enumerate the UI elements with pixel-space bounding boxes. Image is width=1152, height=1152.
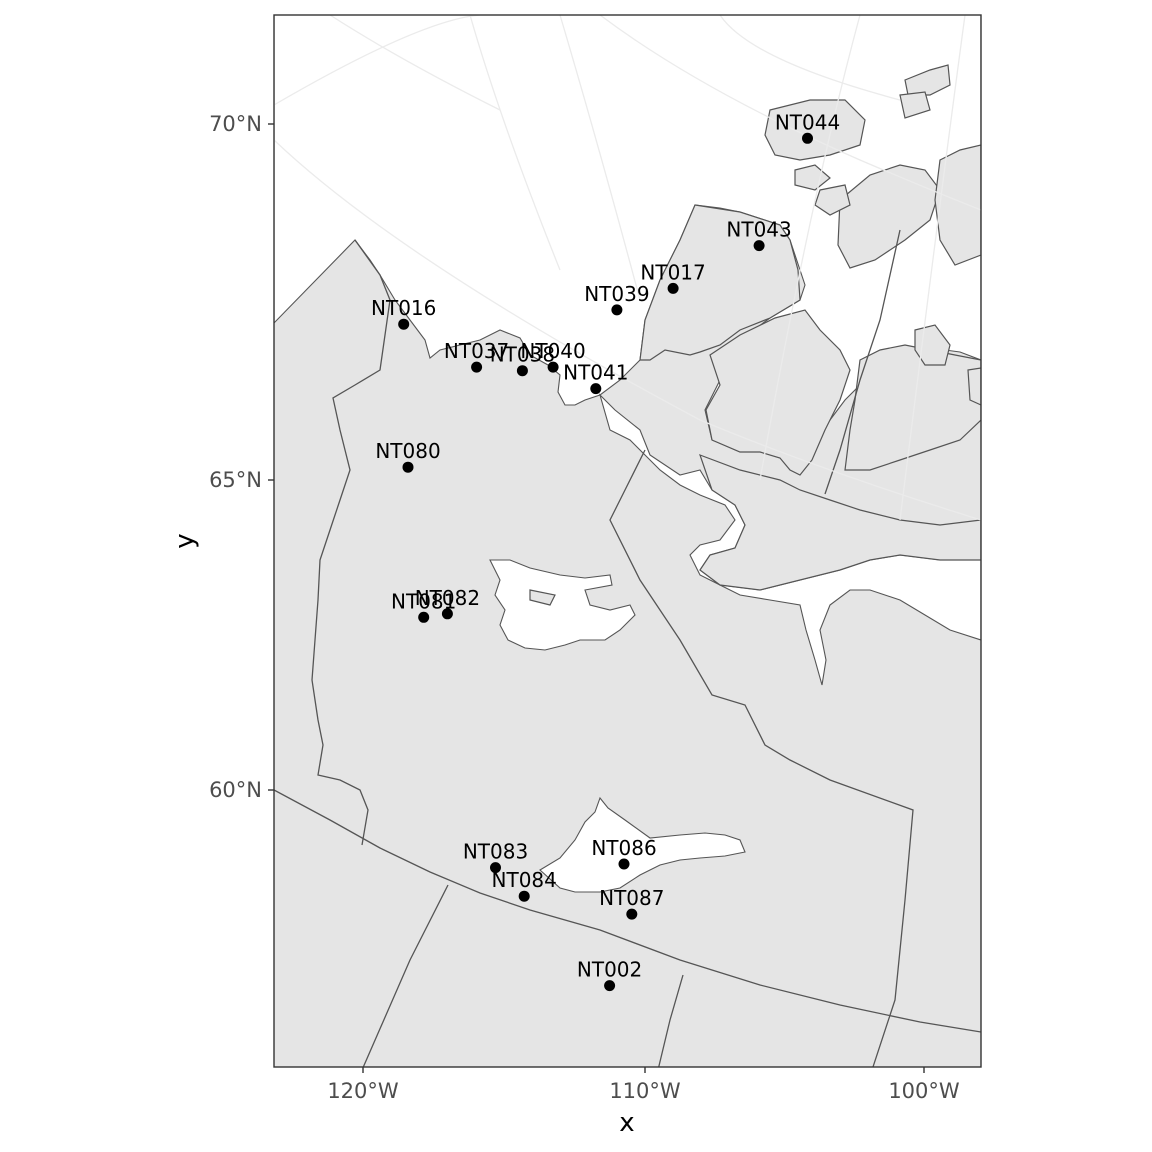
station-point: [611, 304, 623, 316]
station-nt083: NT083: [463, 840, 528, 874]
island-ne-2: [837, 164, 941, 269]
station-point: [518, 890, 530, 902]
station-point: [802, 132, 813, 144]
station-nt080: NT080: [375, 439, 441, 473]
station-label: NT087: [599, 886, 664, 910]
station-point: [667, 282, 679, 294]
station-nt087: NT087: [599, 886, 664, 920]
station-label: NT039: [584, 282, 649, 306]
territory-boundary-nunavut: [609, 449, 914, 1067]
great-bear-lake-island: [529, 589, 556, 606]
station-label: NT040: [520, 339, 585, 363]
province-boundary-1: [362, 884, 449, 1067]
island-ne-6: [814, 184, 851, 216]
station-label: NT037: [444, 339, 509, 363]
y-axis: 70°N 65°N 60°N: [209, 112, 274, 802]
station-nt082: NT082: [415, 586, 480, 620]
station-point: [471, 361, 483, 373]
station-nt044: NT044: [775, 110, 840, 144]
station-point: [626, 908, 638, 920]
station-nt040: NT040: [520, 339, 586, 373]
y-axis-title: y: [170, 533, 200, 548]
station-label: NT038: [490, 343, 555, 367]
territory-boundary-west: [311, 239, 391, 846]
station-nt037: NT037: [444, 339, 509, 373]
graticule: [274, 15, 981, 521]
x-tick-label-100: 100°W: [888, 1079, 960, 1103]
territory-boundary-south: [274, 789, 981, 1033]
station-point: [618, 858, 630, 870]
island-ne-1: [764, 99, 866, 161]
x-tick-label-120: 120°W: [327, 1079, 399, 1103]
y-tick-label-65: 65°N: [209, 468, 262, 492]
station-nt016: NT016: [371, 296, 436, 330]
station-label: NT083: [463, 840, 528, 864]
station-label: NT086: [591, 836, 656, 860]
station-point: [547, 361, 559, 373]
station-point: [604, 980, 616, 992]
station-point: [753, 240, 765, 252]
station-point: [418, 611, 430, 623]
island-ne-9: [967, 367, 981, 406]
station-nt002: NT002: [577, 958, 642, 992]
victoria-island-south: [705, 309, 851, 476]
station-label: NT017: [640, 260, 705, 284]
station-nt086: NT086: [591, 836, 657, 870]
station-point: [402, 461, 414, 473]
station-label: NT041: [563, 361, 628, 385]
x-tick-label-110: 110°W: [609, 1079, 681, 1103]
station-point: [398, 318, 410, 330]
station-label: NT002: [577, 958, 642, 982]
great-slave-lake: [539, 796, 746, 893]
station-point: [490, 862, 501, 874]
station-nt084: NT084: [492, 868, 557, 902]
station-point: [590, 383, 602, 395]
station-label: NT082: [415, 586, 480, 610]
station-point: [516, 365, 528, 377]
great-slave-east-land: [699, 453, 981, 591]
x-axis-title: x: [619, 1108, 634, 1138]
province-boundary-2: [658, 974, 684, 1067]
map-panel: [274, 15, 981, 1067]
y-tick-label-60: 60°N: [209, 778, 262, 802]
x-axis: 120°W 110°W 100°W: [327, 1067, 960, 1103]
victoria-island-east: [844, 344, 981, 471]
station-label: NT080: [375, 439, 440, 463]
station-point: [441, 608, 453, 620]
territory-boundary-victoria: [824, 229, 901, 495]
station-label: NT084: [492, 868, 557, 892]
station-label: NT016: [371, 296, 436, 320]
island-ne-7: [899, 91, 931, 119]
station-label: NT044: [775, 110, 840, 134]
y-tick-label-70: 70°N: [209, 112, 262, 136]
station-label: NT043: [726, 218, 791, 242]
panel-border: [273, 14, 982, 1068]
station-nt043: NT043: [726, 218, 792, 252]
station-nt038: NT038: [490, 343, 555, 377]
island-ne-3: [934, 144, 981, 266]
station-nt041: NT041: [563, 361, 628, 395]
great-bear-lake: [489, 559, 636, 651]
station-nt017: NT017: [640, 260, 706, 294]
station-nt039: NT039: [584, 282, 650, 316]
